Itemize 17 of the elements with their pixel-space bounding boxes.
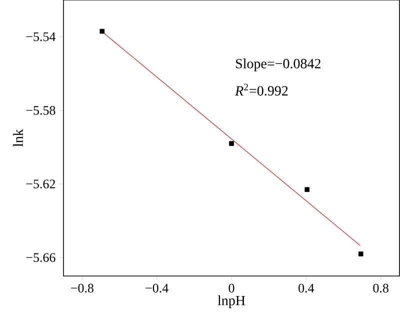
annotation: Slope=−0.0842 [236, 58, 320, 72]
x-tick-label: −0.8 [71, 284, 94, 293]
x-tick-label: 0.4 [298, 284, 314, 293]
x-axis-title: lnpH [218, 295, 246, 308]
y-tick-label: −5.66 [26, 253, 56, 262]
x-tick-label: 0 [228, 284, 234, 293]
y-tick-label: −5.58 [26, 106, 56, 115]
x-tick-label: 0.8 [373, 284, 388, 293]
x-tick-label: −0.4 [146, 284, 168, 293]
point [229, 141, 234, 146]
point [100, 28, 105, 34]
y-tick-label: −5.62 [26, 180, 56, 188]
point [358, 252, 364, 256]
y-tick-label: −5.54 [26, 32, 56, 42]
point [304, 187, 310, 192]
annotation: R$^{2}$=0.992 [234, 84, 288, 96]
y-axis-title: lnk [13, 129, 23, 147]
